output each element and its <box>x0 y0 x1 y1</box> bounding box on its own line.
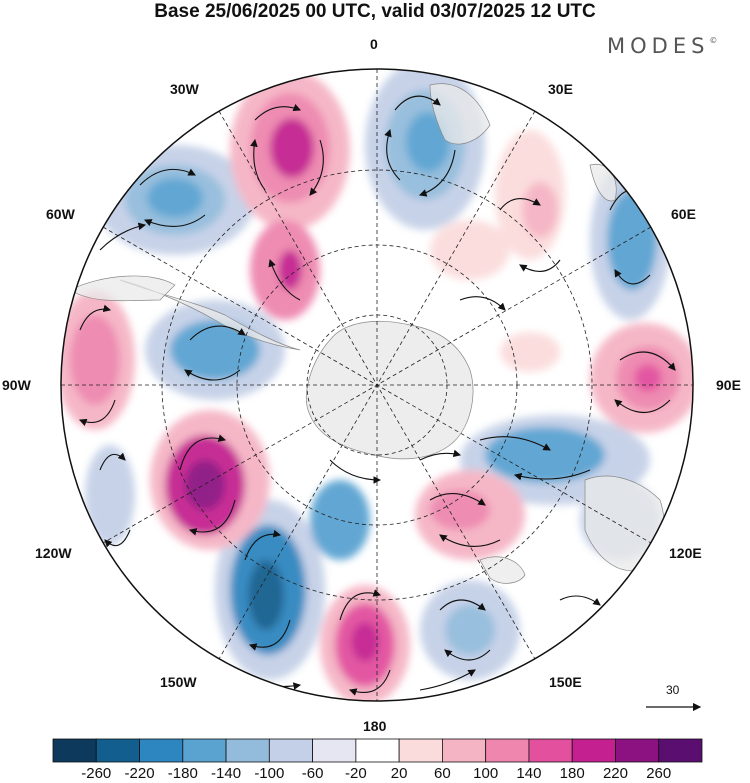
colorbar-tick-label: -20 <box>345 765 367 782</box>
colorbar-swatch <box>182 738 227 763</box>
colorbar-tick-label: 60 <box>434 765 451 782</box>
reference-vector-label: 30 <box>666 683 680 697</box>
colorbar-tick-label: -220 <box>124 765 155 782</box>
colorbar-swatch <box>398 738 443 763</box>
colorbar-swatch <box>658 738 703 763</box>
colorbar-tick-label: 20 <box>390 765 408 782</box>
lon-label-60w: 60W <box>46 206 75 222</box>
anomaly-field <box>61 69 693 701</box>
modes-logo: MODES© <box>607 34 717 58</box>
lon-label-90w: 90W <box>2 377 31 393</box>
lon-label-150e: 150E <box>549 674 582 690</box>
colorbar-swatch <box>268 738 313 763</box>
lon-label-60e: 60E <box>671 206 696 222</box>
colorbar-swatch <box>485 738 530 763</box>
lon-label-150w: 150W <box>160 674 197 690</box>
colorbar-tick-label: 180 <box>559 765 585 782</box>
colorbar-swatch <box>139 738 184 763</box>
brand-mark: © <box>709 36 718 45</box>
brand-name: MODES <box>607 34 710 58</box>
colorbar-swatch <box>355 738 400 763</box>
lon-label-90e: 90E <box>716 377 741 393</box>
lon-label-30w: 30W <box>170 81 199 97</box>
lon-label-120w: 120W <box>35 545 72 561</box>
colorbar-tick-label: -180 <box>167 765 198 782</box>
colorbar-tick-label: -140 <box>211 765 242 782</box>
land-masses <box>69 83 665 584</box>
graticule <box>61 69 693 701</box>
lon-label-30e: 30E <box>548 81 573 97</box>
lon-label-0: 0 <box>370 36 378 52</box>
lon-label-180: 180 <box>363 718 387 734</box>
map-title: Base 25/06/2025 00 UTC, valid 03/07/2025… <box>154 1 596 22</box>
colorbar-swatch <box>312 738 357 763</box>
colorbar-tick-label: -60 <box>301 765 324 782</box>
colorbar-swatch <box>52 738 97 763</box>
colorbar-tick-label: 140 <box>516 765 542 782</box>
colorbar-tick-label: -100 <box>254 765 285 782</box>
colorbar-tick-label: 220 <box>602 765 628 782</box>
colorbar-swatch <box>528 738 573 763</box>
colorbar-tick-label: 100 <box>473 765 499 782</box>
colorbar-tick-label: -260 <box>81 765 112 782</box>
colorbar-swatch <box>441 738 487 763</box>
colorbar-swatch <box>95 738 140 763</box>
colorbar-tick-label: 260 <box>646 765 672 782</box>
colorbar-swatch <box>615 738 660 763</box>
colorbar <box>52 738 703 763</box>
colorbar-swatch <box>571 738 616 763</box>
colorbar-swatch <box>225 738 270 763</box>
lon-label-120e: 120E <box>669 545 702 561</box>
